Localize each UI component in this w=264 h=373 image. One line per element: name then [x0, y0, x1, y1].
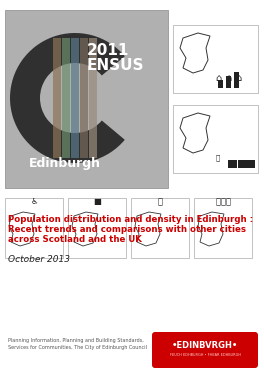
Bar [80, 38, 88, 158]
Bar [89, 38, 97, 158]
Text: ⌂: ⌂ [225, 73, 231, 83]
Text: •EDINBVRGH•: •EDINBVRGH• [172, 342, 238, 351]
Text: Edinburgh: Edinburgh [29, 157, 101, 170]
Text: October 2013: October 2013 [8, 255, 70, 264]
Text: ■: ■ [93, 197, 101, 206]
Bar [218, 80, 223, 88]
Polygon shape [198, 212, 224, 246]
Bar [5, 198, 63, 258]
Text: 2011: 2011 [87, 43, 129, 58]
Bar [173, 25, 258, 93]
Text: ⌂: ⌂ [235, 73, 241, 83]
Bar [62, 38, 70, 158]
Text: 👨‍👩‍👦: 👨‍👩‍👦 [215, 197, 230, 206]
Text: Planning Information, Planning and Building Standards,: Planning Information, Planning and Build… [8, 338, 144, 343]
Text: across Scotland and the UK: across Scotland and the UK [8, 235, 142, 244]
Text: Recent trends and comparisons with other cities: Recent trends and comparisons with other… [8, 225, 246, 234]
Text: 👥: 👥 [158, 197, 163, 206]
Bar [5, 10, 168, 188]
Bar [194, 198, 252, 258]
Bar [173, 105, 258, 173]
Text: ENSUS: ENSUS [87, 58, 144, 73]
Bar [68, 198, 126, 258]
Bar [234, 72, 239, 88]
Bar [53, 38, 61, 158]
Text: FEUCH EDHBURGH • FHEAR EDHBURGH: FEUCH EDHBURGH • FHEAR EDHBURGH [169, 353, 241, 357]
Polygon shape [180, 33, 210, 73]
Wedge shape [10, 33, 125, 163]
Polygon shape [180, 113, 210, 153]
Bar [238, 160, 247, 168]
Bar [71, 38, 79, 158]
Text: 🚲: 🚲 [216, 154, 220, 161]
Bar [226, 76, 231, 88]
Bar [228, 160, 237, 168]
Polygon shape [72, 212, 98, 246]
Text: ⌂: ⌂ [215, 73, 221, 83]
Polygon shape [135, 212, 161, 246]
Text: ♿: ♿ [30, 197, 38, 206]
FancyBboxPatch shape [152, 332, 258, 368]
Bar [131, 198, 189, 258]
Bar [246, 160, 255, 168]
Text: Services for Communities, The City of Edinburgh Council: Services for Communities, The City of Ed… [8, 345, 147, 350]
Polygon shape [9, 212, 35, 246]
Text: Population distribution and density in Edinburgh :: Population distribution and density in E… [8, 215, 253, 224]
